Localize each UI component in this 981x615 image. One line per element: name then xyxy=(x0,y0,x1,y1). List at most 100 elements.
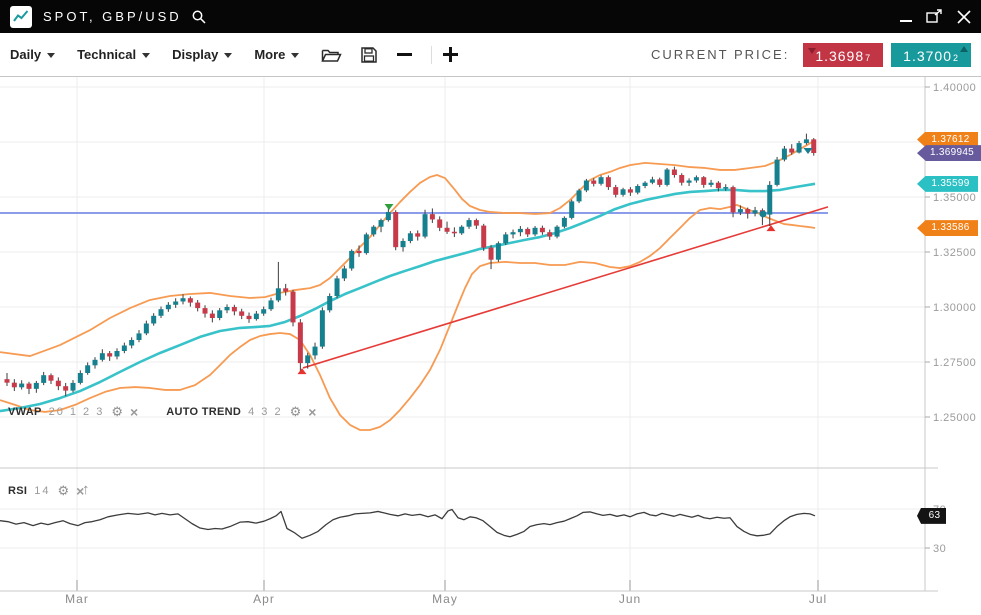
menu-display[interactable]: Display xyxy=(172,47,233,62)
candle-body xyxy=(77,373,83,383)
plus-icon xyxy=(443,47,459,62)
rsi-legend-name: RSI xyxy=(8,485,28,497)
month-label: Jun xyxy=(619,592,641,606)
candle-body xyxy=(473,220,479,226)
candle-body xyxy=(151,315,157,324)
save-button[interactable] xyxy=(360,46,378,64)
menu-daily[interactable]: Daily xyxy=(10,47,56,62)
popout-icon[interactable] xyxy=(926,9,943,24)
save-icon xyxy=(361,46,378,63)
candle-body xyxy=(407,233,413,241)
auto-trend-legend-name: AUTO TREND xyxy=(166,406,242,418)
price-axis-label: 1.35000 xyxy=(933,192,976,204)
candle-body xyxy=(349,250,355,269)
menu-more[interactable]: More xyxy=(254,47,300,62)
menu-display-label: Display xyxy=(172,47,219,62)
candle-body xyxy=(745,209,751,214)
arrow-up-icon xyxy=(960,45,968,52)
candle-body xyxy=(737,209,743,213)
folder-open-icon xyxy=(321,49,343,62)
minimize-icon[interactable] xyxy=(900,19,912,22)
candle-body xyxy=(180,298,186,302)
candle-body xyxy=(261,309,267,314)
candle-body xyxy=(363,234,369,254)
candle-body xyxy=(143,323,149,334)
chevron-down-icon xyxy=(47,53,56,58)
price-axis-label: 1.25000 xyxy=(933,412,976,424)
candle-body xyxy=(33,382,39,389)
candle-body xyxy=(525,228,531,235)
candle-body xyxy=(796,143,802,153)
candle-body xyxy=(576,190,582,202)
candle-body xyxy=(415,233,421,237)
candle-body xyxy=(547,232,553,237)
price-chart-canvas[interactable]: Mar Apr May Jun Jul 1.40000 1.35000 1.32500 1.30… xyxy=(0,77,981,615)
candle-body xyxy=(202,308,208,314)
search-icon[interactable] xyxy=(191,9,207,25)
month-label: Apr xyxy=(253,592,275,606)
candle-body xyxy=(686,180,692,183)
candle-body xyxy=(774,159,780,185)
candle-body xyxy=(283,288,289,292)
titlebar: SPOT, GBP/USD xyxy=(0,0,981,33)
candle-body xyxy=(583,180,589,191)
bid-price-value: 1.3698 xyxy=(815,47,865,64)
triangle-up-marker xyxy=(297,368,307,375)
arrow-down-icon xyxy=(808,47,817,54)
price-axis-badge: 1.369945 xyxy=(917,145,981,162)
price-axis-label: 1.32500 xyxy=(933,247,976,259)
close-icon[interactable] xyxy=(957,9,971,24)
open-folder-button[interactable] xyxy=(321,46,343,64)
candle-body xyxy=(70,382,76,391)
candle-body xyxy=(488,247,494,260)
vwap-remove-icon[interactable]: × xyxy=(130,404,139,420)
candle-body xyxy=(11,382,17,388)
chevron-down-icon xyxy=(291,53,300,58)
candle-body xyxy=(312,346,318,356)
candle-body xyxy=(437,219,443,228)
rsi-move-up-arrow-icon[interactable]: ↑ xyxy=(82,481,90,498)
candle-body xyxy=(290,291,296,323)
candle-body xyxy=(48,375,54,381)
candle-body xyxy=(26,383,32,389)
vwap-line xyxy=(0,182,816,413)
candle-body xyxy=(664,169,670,185)
candle-body xyxy=(671,169,677,175)
candle-body xyxy=(253,313,259,320)
chart-area[interactable]: Mar Apr May Jun Jul 1.40000 1.35000 1.32500 1.30… xyxy=(0,77,981,615)
candle-body xyxy=(429,214,435,220)
menu-technical[interactable]: Technical xyxy=(77,47,151,62)
auto-trend-line xyxy=(302,206,829,369)
vwap-settings-gear-icon[interactable]: ⚙ xyxy=(111,404,124,419)
candle-body xyxy=(341,268,347,279)
candle-body xyxy=(165,304,171,310)
candle-body xyxy=(422,214,428,237)
candle-body xyxy=(495,243,501,260)
month-label: Jul xyxy=(809,592,827,606)
rsi-settings-gear-icon[interactable]: ⚙ xyxy=(57,483,70,498)
triangle-down-marker xyxy=(384,204,394,211)
menu-daily-label: Daily xyxy=(10,47,42,62)
candle-body xyxy=(319,310,325,347)
vwap-legend-name: VWAP xyxy=(8,406,42,418)
rsi-legend-params: 14 xyxy=(34,485,51,497)
candle-body xyxy=(385,211,391,221)
candle-body xyxy=(4,379,10,383)
zoom-out-button[interactable] xyxy=(396,46,413,63)
ask-price-pip: 2 xyxy=(952,52,959,63)
candle-body xyxy=(620,189,626,195)
auto-trend-remove-icon[interactable]: × xyxy=(308,404,317,420)
candle-body xyxy=(268,300,274,310)
candle-body xyxy=(224,307,230,311)
rsi-remove-icon[interactable]: × xyxy=(76,483,85,499)
zoom-in-button[interactable] xyxy=(442,46,459,63)
auto-trend-settings-gear-icon[interactable]: ⚙ xyxy=(289,404,302,419)
candle-body xyxy=(19,383,25,388)
chevron-down-icon xyxy=(224,53,233,58)
candle-body xyxy=(554,226,560,237)
candle-body xyxy=(444,227,450,232)
candle-body xyxy=(635,186,641,193)
app-logo xyxy=(10,5,32,28)
candle-body xyxy=(195,302,201,309)
